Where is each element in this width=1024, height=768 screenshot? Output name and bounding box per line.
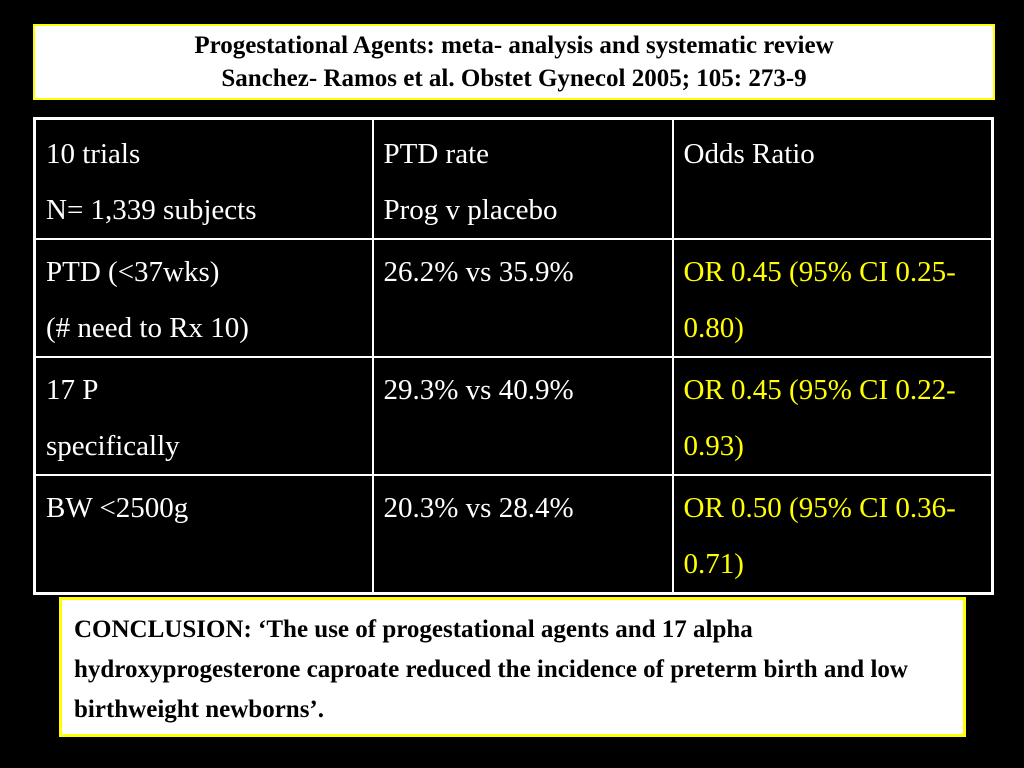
row-label-cell: BW <2500g xyxy=(33,474,374,595)
header-trials-line-1: 10 trials xyxy=(46,138,141,170)
header-odds-ratio-label: Odds Ratio xyxy=(683,138,815,170)
table-row: PTD (<37wks) (# need to Rx 10) 26.2% vs … xyxy=(33,238,994,358)
row-label-line: (# need to Rx 10) xyxy=(46,312,249,344)
header-trials-line-2: N= 1,339 subjects xyxy=(46,194,257,226)
row-label-line: BW <2500g xyxy=(46,492,189,524)
header-rate-line-2: Prog v placebo xyxy=(383,194,558,226)
title-line-1: Progestational Agents: meta- analysis an… xyxy=(194,32,834,59)
header-rate-line-1: PTD rate xyxy=(383,138,490,170)
title-line-2: Sanchez- Ramos et al. Obstet Gynecol 200… xyxy=(221,65,807,92)
header-cell-odds-ratio: Odds Ratio xyxy=(671,117,994,240)
conclusion-box: CONCLUSION: ‘The use of progestational a… xyxy=(59,597,966,737)
table-row: 17 P specifically 29.3% vs 40.9% OR 0.45… xyxy=(33,356,994,476)
row-odds-ratio-cell: OR 0.50 (95% CI 0.36-0.71) xyxy=(671,474,994,595)
table-row: BW <2500g 20.3% vs 28.4% OR 0.50 (95% CI… xyxy=(33,474,994,595)
row-label-cell: 17 P specifically xyxy=(33,356,374,476)
row-label-line: specifically xyxy=(46,430,180,462)
slide-title: Progestational Agents: meta- analysis an… xyxy=(33,24,995,100)
row-odds-ratio-cell: OR 0.45 (95% CI 0.22-0.93) xyxy=(671,356,994,476)
row-odds-ratio-cell: OR 0.45 (95% CI 0.25-0.80) xyxy=(671,238,994,358)
header-cell-rate: PTD rate Prog v placebo xyxy=(371,117,674,240)
row-label-line: PTD (<37wks) xyxy=(46,256,220,288)
row-label-line: 17 P xyxy=(46,374,99,406)
row-rate-cell: 20.3% vs 28.4% xyxy=(371,474,674,595)
table-header-row: 10 trials N= 1,339 subjects PTD rate Pro… xyxy=(33,117,994,240)
results-table: 10 trials N= 1,339 subjects PTD rate Pro… xyxy=(33,117,994,595)
row-rate-cell: 26.2% vs 35.9% xyxy=(371,238,674,358)
row-rate-cell: 29.3% vs 40.9% xyxy=(371,356,674,476)
header-cell-trials: 10 trials N= 1,339 subjects xyxy=(33,117,374,240)
row-label-cell: PTD (<37wks) (# need to Rx 10) xyxy=(33,238,374,358)
